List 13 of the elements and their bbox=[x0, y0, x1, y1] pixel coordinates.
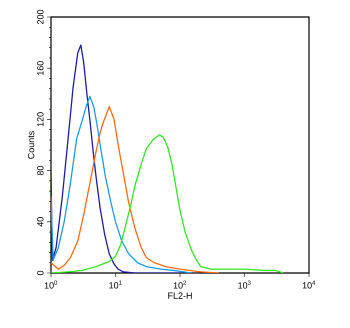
x-axis-title: FL2-H bbox=[168, 292, 192, 299]
y-tick-label: 120 bbox=[37, 112, 44, 126]
y-axis-title: Counts bbox=[28, 131, 34, 159]
x-tick-label: 10$^{1}$ bbox=[109, 280, 122, 289]
y-tick-label: 200 bbox=[37, 10, 44, 24]
x-tick-label: 10$^{0}$ bbox=[44, 280, 58, 289]
y-tick-label: 160 bbox=[37, 61, 44, 75]
x-tick-label: 10$^{3}$ bbox=[238, 280, 251, 289]
y-tick-label: 40 bbox=[37, 217, 44, 227]
x-tick-label: 10$^{4}$ bbox=[302, 280, 316, 289]
y-tick-label: 0 bbox=[37, 270, 44, 276]
x-tick-label: 10$^{2}$ bbox=[174, 280, 186, 289]
y-tick-label: 80 bbox=[37, 166, 44, 176]
